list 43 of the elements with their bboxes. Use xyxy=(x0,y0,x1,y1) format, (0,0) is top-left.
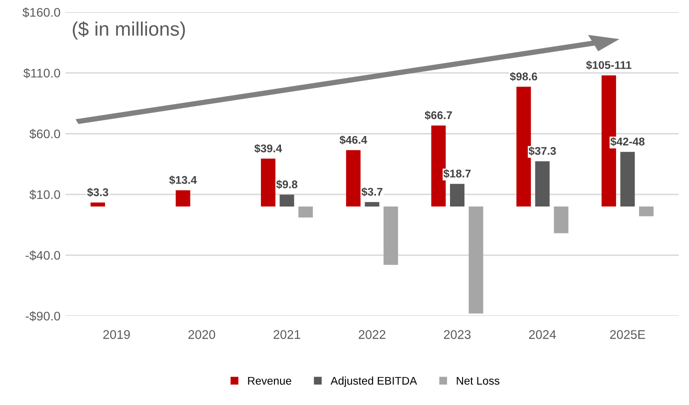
data-label: $9.8 xyxy=(276,180,298,189)
y-tick-label: $110.0 xyxy=(23,68,60,78)
bar xyxy=(364,202,380,207)
x-tick-label: 2025E xyxy=(610,330,646,339)
y-tick-label: $10.0 xyxy=(29,190,60,200)
data-label: $13.4 xyxy=(169,176,197,185)
data-label: $46.4 xyxy=(340,135,368,145)
data-label: $18.7 xyxy=(443,169,471,178)
y-tick-label: $160.0 xyxy=(22,7,60,18)
legend-label: Net Loss xyxy=(456,376,500,385)
bar xyxy=(450,184,464,207)
x-tick-label: 2024 xyxy=(529,330,556,339)
x-tick-label: 2022 xyxy=(358,330,386,339)
x-tick-label: 2020 xyxy=(188,330,216,339)
bar xyxy=(176,190,190,207)
bar xyxy=(260,158,276,207)
bar xyxy=(90,202,106,207)
bar xyxy=(554,206,568,234)
data-label: $39.4 xyxy=(254,144,282,154)
annotation: ($ in millions) xyxy=(72,21,185,40)
data-label: $66.7 xyxy=(424,110,452,120)
y-tick-label: -$90.0 xyxy=(26,311,60,322)
x-tick-label: 2021 xyxy=(274,330,300,339)
bar xyxy=(620,152,635,207)
data-label: $98.6 xyxy=(510,72,538,82)
bar xyxy=(384,206,398,265)
bar xyxy=(535,161,550,207)
bar xyxy=(280,194,294,207)
bar xyxy=(298,206,313,218)
bar xyxy=(639,206,654,216)
y-tick-label: -$40.0 xyxy=(26,250,60,261)
data-label: $105-111 xyxy=(586,60,632,70)
y-tick-label: $60.0 xyxy=(29,128,60,140)
x-tick-label: 2019 xyxy=(103,330,130,339)
data-label: $37.3 xyxy=(528,146,556,156)
data-label: $3.7 xyxy=(361,187,382,196)
bar xyxy=(346,150,361,207)
x-tick-label: 2023 xyxy=(444,330,471,339)
legend-label: Revenue xyxy=(248,376,292,385)
data-label: $42-48 xyxy=(610,137,645,146)
data-label: $3.3 xyxy=(87,188,108,197)
legend-label: Adjusted EBITDA xyxy=(330,376,418,387)
bar xyxy=(468,206,484,314)
